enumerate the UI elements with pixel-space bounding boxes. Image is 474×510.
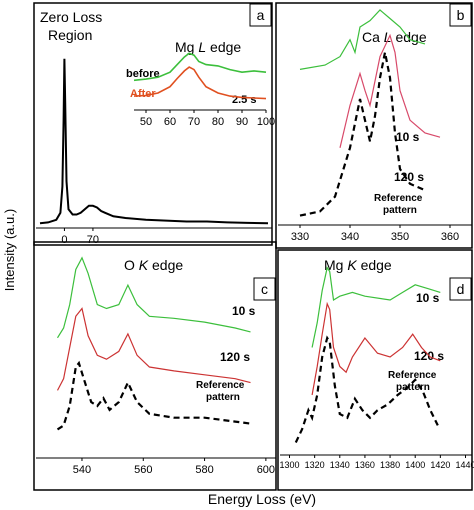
inset-ticks: 50 60 70 80 90 100: [140, 110, 275, 128]
d-series-1: [311, 301, 441, 396]
panel-d-ticks: 1300 1320 1340 1360 1380 1400 1420 1440: [279, 455, 474, 470]
panel-a-ticks: 0 70: [61, 228, 99, 246]
panel-c-ref-label-1: Reference: [196, 380, 245, 391]
inset-time-label: 2.5 s: [232, 94, 256, 106]
panel-d-ref-label-2: pattern: [396, 382, 430, 393]
panel-c-ref-label-2: pattern: [206, 392, 240, 403]
b-series-2: [299, 52, 426, 217]
panel-d-tick-label: 1300: [279, 460, 299, 470]
panel-d-lines: [294, 266, 441, 443]
panel-d-tick-label: 1440: [455, 460, 474, 470]
panel-b-title: Ca L edge: [362, 29, 427, 45]
inset-tick-label: 80: [212, 116, 224, 128]
panel-c-ticks: 540 560 580 600: [73, 458, 275, 476]
panel-d-frame: [277, 249, 473, 491]
panel-b-frame: [275, 2, 473, 249]
panel-c-letter-box: [253, 277, 276, 301]
inset-lines: [133, 52, 267, 100]
panel-a-tick-label: 70: [87, 234, 99, 246]
panel-b-lines: [299, 9, 441, 217]
inset-before-label: before: [126, 68, 160, 80]
zero-loss-label-2: Region: [48, 27, 92, 43]
panel-d-tick-label: 1320: [305, 460, 325, 470]
c-series-0: [56, 256, 251, 339]
panel-b-letter: b: [457, 7, 465, 23]
b-series-1: [339, 33, 441, 148]
inset-title: Mg L edge: [175, 39, 241, 55]
panel-c-tick-label: 580: [195, 464, 213, 476]
panel-a-spectrum-line: [39, 58, 269, 225]
panel-d-tick-label: 1340: [330, 460, 350, 470]
panel-d-tick-label: 1380: [380, 460, 400, 470]
panel-c-tick-label: 560: [134, 464, 152, 476]
panel-c-10s-label: 10 s: [232, 304, 256, 318]
c-series-1: [56, 307, 251, 391]
d-series-0: [311, 266, 441, 348]
inset-tick-label: 100: [257, 116, 275, 128]
panel-c-frame: [33, 241, 277, 491]
panel-d-ref-label-1: Reference: [388, 370, 437, 381]
panel-a-tick-label: 0: [61, 234, 67, 246]
panel-d-10s-label: 10 s: [416, 291, 440, 305]
panel-a-letter: a: [257, 7, 265, 23]
panel-b-tick-label: 350: [391, 231, 409, 243]
b-series-0: [299, 9, 426, 70]
inset-tick-label: 60: [164, 116, 176, 128]
y-axis-label: Intensity (a.u.): [2, 209, 17, 291]
panel-b-10s-label: 10 s: [396, 130, 420, 144]
inset-tick-label: 50: [140, 116, 152, 128]
panel-c-120s-label: 120 s: [220, 350, 250, 364]
panel-d-tick-label: 1400: [405, 460, 425, 470]
panel-b-ref-label-2: pattern: [383, 205, 417, 216]
panel-b-tick-label: 360: [441, 231, 459, 243]
panel-c-tick-label: 600: [257, 464, 275, 476]
panel-b-ref-label-1: Reference: [374, 193, 423, 204]
inset-tick-label: 90: [236, 116, 248, 128]
panel-c-title: O K edge: [124, 257, 183, 273]
panel-c-lines: [56, 256, 251, 431]
panel-a-frame: [33, 2, 273, 246]
panel-b-tick-label: 340: [341, 231, 359, 243]
x-axis-label: Energy Loss (eV): [208, 491, 316, 507]
panel-b-letter-box: [449, 3, 472, 27]
panel-d-tick-label: 1420: [430, 460, 450, 470]
panel-d-letter: d: [457, 281, 465, 297]
inset-frame: [129, 35, 269, 125]
panel-b-120s-label: 120 s: [394, 170, 424, 184]
panel-c-letter: c: [261, 281, 268, 297]
inset-tick-label: 70: [188, 116, 200, 128]
panel-d-title: Mg K edge: [324, 257, 392, 273]
a-inset-series-0: [133, 52, 267, 82]
panel-b-ticks: 330 340 350 360: [291, 225, 459, 243]
panel-b-tick-label: 330: [291, 231, 309, 243]
zero-loss-label-1: Zero Loss: [40, 9, 102, 25]
d-series-2: [294, 335, 439, 443]
inset-after-label: After: [130, 88, 156, 100]
c-series-2: [56, 360, 251, 431]
a-inset-series-1: [133, 66, 267, 100]
panel-d-tick-label: 1360: [355, 460, 375, 470]
panel-a-letter-box: [249, 3, 272, 27]
panel-c-tick-label: 540: [73, 464, 91, 476]
panel-d-letter-box: [449, 277, 472, 301]
